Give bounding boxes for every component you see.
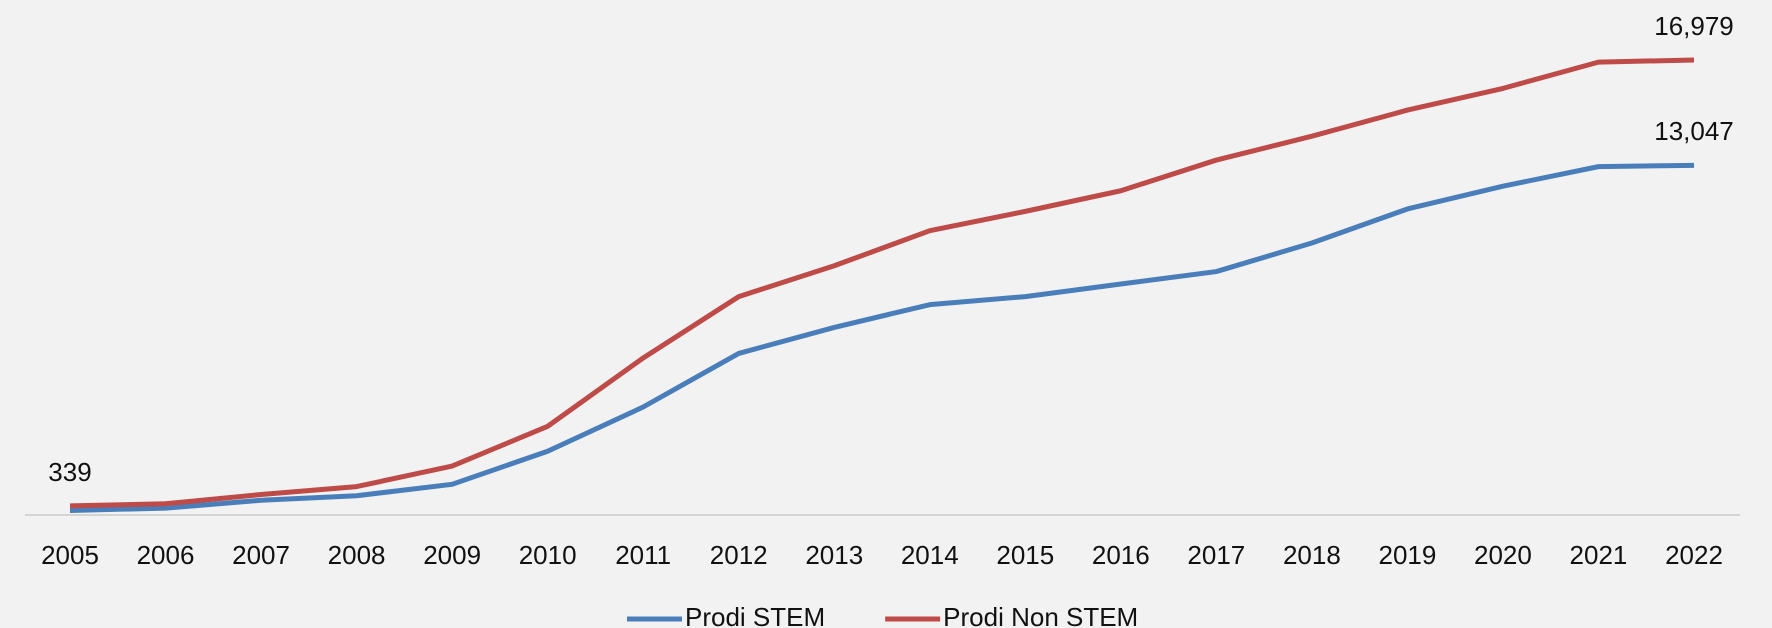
- legend-label: Prodi Non STEM: [943, 602, 1138, 628]
- series-line: [69, 57, 1695, 509]
- data-label: 16,979: [1654, 11, 1734, 41]
- legend-label: Prodi STEM: [685, 602, 825, 628]
- x-tick-label: 2019: [1378, 540, 1436, 570]
- x-tick-label: 2014: [901, 540, 959, 570]
- x-tick-label: 2015: [996, 540, 1054, 570]
- x-tick-label: 2022: [1665, 540, 1723, 570]
- x-tick-label: 2006: [137, 540, 195, 570]
- x-tick-label: 2009: [423, 540, 481, 570]
- x-tick-label: 2013: [805, 540, 863, 570]
- x-tick-label: 2012: [710, 540, 768, 570]
- x-tick-label: 2016: [1092, 540, 1150, 570]
- x-tick-label: 2011: [615, 540, 671, 570]
- data-label: 13,047: [1654, 116, 1734, 146]
- x-tick-label: 2010: [519, 540, 577, 570]
- x-tick-label: 2017: [1187, 540, 1245, 570]
- series-line: [69, 162, 1695, 513]
- x-tick-label: 2018: [1283, 540, 1341, 570]
- x-tick-label: 2007: [232, 540, 290, 570]
- data-label: 339: [48, 457, 91, 487]
- x-tick-label: 2008: [328, 540, 386, 570]
- x-tick-label: 2021: [1570, 540, 1628, 570]
- x-tick-label: 2020: [1474, 540, 1532, 570]
- x-tick-label: 2005: [41, 540, 99, 570]
